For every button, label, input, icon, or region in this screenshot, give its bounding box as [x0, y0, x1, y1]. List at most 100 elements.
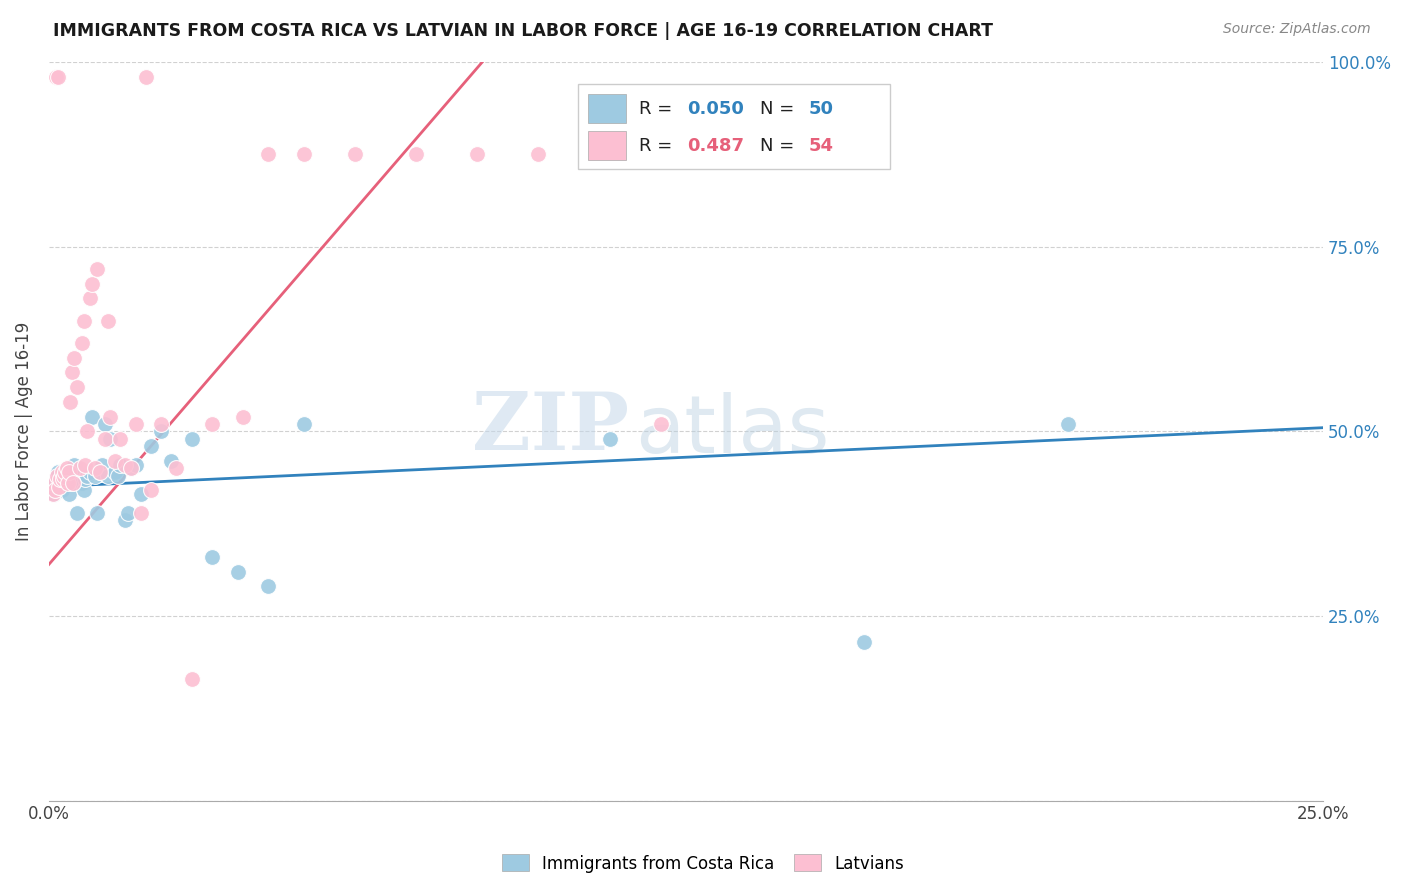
Text: IMMIGRANTS FROM COSTA RICA VS LATVIAN IN LABOR FORCE | AGE 16-19 CORRELATION CHA: IMMIGRANTS FROM COSTA RICA VS LATVIAN IN… — [53, 22, 994, 40]
Point — [94, 417, 117, 431]
Point — [135, 70, 157, 84]
Text: R =: R = — [638, 100, 678, 118]
Point — [97, 313, 120, 327]
Point — [97, 468, 120, 483]
Text: atlas: atlas — [636, 392, 830, 470]
Text: Source: ZipAtlas.com: Source: ZipAtlas.com — [1223, 22, 1371, 37]
Point — [114, 513, 136, 527]
Point — [160, 454, 183, 468]
Point — [69, 468, 91, 483]
Point — [66, 506, 89, 520]
Point — [60, 476, 83, 491]
Point — [114, 458, 136, 472]
Point — [66, 380, 89, 394]
Point — [45, 70, 67, 84]
Point — [72, 313, 94, 327]
Point — [150, 417, 173, 431]
Point — [69, 461, 91, 475]
Point — [201, 417, 224, 431]
Point — [46, 70, 69, 84]
Text: N =: N = — [761, 136, 800, 154]
Point — [98, 432, 121, 446]
Point — [86, 506, 108, 520]
Text: R =: R = — [638, 136, 678, 154]
Point — [51, 465, 73, 479]
Point — [1057, 417, 1080, 431]
Point — [52, 472, 75, 486]
Point — [91, 458, 114, 472]
Point — [76, 425, 98, 439]
Point — [58, 487, 80, 501]
Point — [139, 439, 162, 453]
Text: 54: 54 — [808, 136, 834, 154]
Point — [56, 461, 79, 475]
Point — [89, 465, 111, 479]
Text: 0.050: 0.050 — [688, 100, 744, 118]
Point — [465, 147, 488, 161]
Point — [124, 417, 146, 431]
Point — [42, 476, 65, 491]
FancyBboxPatch shape — [578, 85, 890, 169]
Point — [76, 468, 98, 483]
Point — [70, 335, 93, 350]
Point — [73, 458, 96, 472]
Point — [343, 147, 366, 161]
Point — [59, 468, 82, 483]
Point — [45, 468, 67, 483]
FancyBboxPatch shape — [588, 131, 626, 161]
Point — [83, 461, 105, 475]
Text: N =: N = — [761, 100, 800, 118]
Point — [48, 476, 70, 491]
Point — [46, 465, 69, 479]
Point — [257, 147, 280, 161]
Point — [79, 465, 101, 479]
Point — [70, 476, 93, 491]
Point — [83, 468, 105, 483]
Point — [60, 365, 83, 379]
Point — [226, 565, 249, 579]
Point — [58, 472, 80, 486]
Point — [117, 506, 139, 520]
Point — [82, 277, 104, 291]
Point — [593, 147, 616, 161]
Point — [53, 468, 76, 483]
Text: 50: 50 — [808, 100, 834, 118]
Text: 0.487: 0.487 — [688, 136, 744, 154]
Point — [42, 483, 65, 498]
Y-axis label: In Labor Force | Age 16-19: In Labor Force | Age 16-19 — [15, 322, 32, 541]
Text: ZIP: ZIP — [472, 389, 628, 467]
Point — [527, 147, 550, 161]
Point — [139, 483, 162, 498]
Point — [86, 261, 108, 276]
Point — [201, 549, 224, 564]
Point — [129, 506, 152, 520]
Point — [44, 476, 66, 491]
Point — [124, 458, 146, 472]
Point — [48, 480, 70, 494]
Point — [42, 487, 65, 501]
Point — [292, 147, 315, 161]
Point — [94, 432, 117, 446]
Point — [63, 351, 86, 365]
Point — [53, 468, 76, 483]
Point — [599, 432, 621, 446]
Point — [853, 635, 876, 649]
Point — [89, 465, 111, 479]
Point — [59, 394, 82, 409]
Point — [49, 480, 72, 494]
Legend: Immigrants from Costa Rica, Latvians: Immigrants from Costa Rica, Latvians — [495, 847, 911, 880]
Point — [53, 465, 76, 479]
Point — [110, 432, 132, 446]
Point — [120, 461, 142, 475]
Point — [63, 458, 86, 472]
Point — [45, 468, 67, 483]
Point — [107, 468, 129, 483]
Point — [120, 461, 142, 475]
Point — [62, 476, 84, 491]
Point — [53, 472, 76, 486]
Point — [405, 147, 427, 161]
Point — [72, 483, 94, 498]
Point — [44, 483, 66, 498]
Point — [232, 409, 254, 424]
Point — [82, 409, 104, 424]
